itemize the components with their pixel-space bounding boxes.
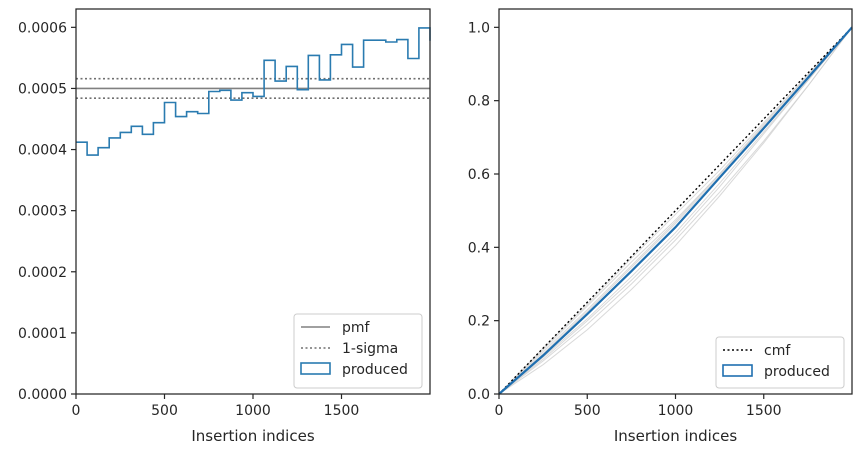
legend-1-sigma-label: 1-sigma bbox=[342, 341, 398, 357]
left-ytick-label: 0.0006 bbox=[18, 20, 67, 36]
cmf-panel: 0 500 1000 1500 0.0 0.2 0.4 0.6 0.8 1.0 Insertio… bbox=[468, 8, 853, 445]
right-ytick-label: 0.8 bbox=[468, 94, 490, 110]
left-legend: pmf 1-sigma produced bbox=[293, 313, 423, 389]
left-ytick-label: 0.0005 bbox=[18, 81, 67, 97]
right-ytick-label: 1.0 bbox=[468, 20, 490, 36]
right-ytick-label: 0.4 bbox=[468, 240, 490, 256]
left-xtick-label: 1000 bbox=[235, 403, 271, 419]
produced-line bbox=[498, 26, 853, 395]
right-xtick-label: 500 bbox=[574, 403, 601, 419]
right-xtick-label: 1500 bbox=[746, 403, 782, 419]
background-trace bbox=[498, 26, 853, 395]
left-x-axis-label: Insertion indices bbox=[191, 427, 314, 445]
right-ytick-label: 0.0 bbox=[468, 387, 490, 403]
legend-produced-swatch bbox=[722, 364, 753, 377]
legend-cmf-label: cmf bbox=[764, 343, 791, 359]
right-x-ticks: 0 500 1000 1500 bbox=[495, 394, 782, 419]
right-ytick-label: 0.6 bbox=[468, 167, 490, 183]
right-legend: cmf produced bbox=[715, 336, 845, 389]
legend-produced-label: produced bbox=[764, 364, 830, 380]
left-legend-box bbox=[293, 313, 423, 389]
left-ytick-label: 0.0004 bbox=[18, 143, 67, 159]
right-ytick-label: 0.2 bbox=[468, 314, 490, 330]
left-y-ticks: 0.0000 0.0001 0.0002 0.0003 0.0004 0.0005 0.00… bbox=[18, 20, 76, 403]
produced-histogram-step bbox=[76, 27, 431, 156]
left-ytick-label: 0.0001 bbox=[18, 326, 67, 342]
legend-produced-swatch bbox=[300, 362, 331, 375]
left-xtick-label: 500 bbox=[151, 403, 178, 419]
right-axes-frame bbox=[498, 8, 853, 395]
right-x-axis-label: Insertion indices bbox=[614, 427, 737, 445]
left-xtick-label: 1500 bbox=[324, 403, 360, 419]
pmf-panel: 0 500 1000 1500 0.00000.00010.00020.00030.0… bbox=[18, 8, 431, 445]
legend-pmf-label: pmf bbox=[342, 320, 371, 336]
cmf-line bbox=[498, 26, 853, 395]
reference-lines bbox=[76, 77, 430, 100]
left-xtick-label: 0 bbox=[72, 403, 81, 419]
left-ytick-label: 0.0003 bbox=[18, 204, 67, 220]
right-y-ticks: 0.0 0.2 0.4 0.6 0.8 1.0 bbox=[468, 20, 499, 403]
left-ytick-label: 0.0002 bbox=[18, 265, 67, 281]
legend-produced-label: produced bbox=[342, 362, 408, 378]
background-trace bbox=[498, 26, 853, 395]
right-xtick-label: 0 bbox=[495, 403, 504, 419]
background-trace bbox=[498, 26, 853, 395]
left-x-ticks: 0 500 1000 1500 bbox=[72, 394, 360, 419]
right-xtick-label: 1000 bbox=[658, 403, 694, 419]
left-ytick-label: 0.0000 bbox=[18, 387, 67, 403]
